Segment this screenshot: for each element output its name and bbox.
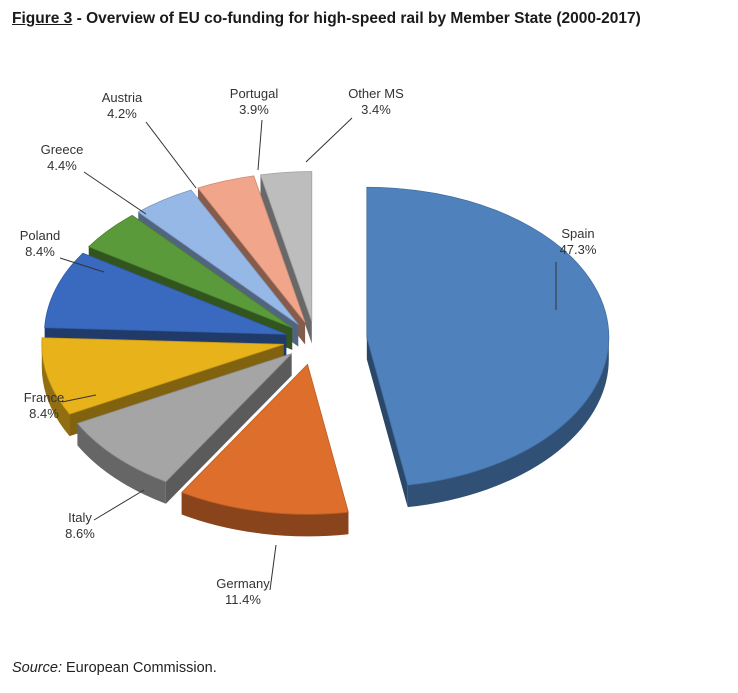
- slice-label-name-greece: Greece: [41, 142, 84, 157]
- data-labels: Spain47.3%Germany11.4%Italy8.6%France8.4…: [20, 86, 597, 607]
- leader-line-italy: [93, 489, 145, 521]
- pie-slice-spain: [366, 186, 610, 486]
- slice-label-value-austria: 4.2%: [107, 106, 137, 121]
- pie-slice-france: [41, 337, 284, 415]
- slice-side-spain: [407, 337, 609, 508]
- slice-side-italy: [77, 423, 166, 504]
- pie-slice-portugal: [197, 175, 306, 323]
- slice-side-france: [41, 344, 70, 437]
- pie-slice-poland: [44, 252, 287, 335]
- slice-label-name-austria: Austria: [102, 90, 143, 105]
- figure-number: Figure 3: [12, 10, 73, 27]
- source-text: European Commission.: [61, 660, 217, 676]
- leader-line-portugal: [257, 119, 263, 171]
- leader-line-austria: [145, 121, 197, 189]
- slice-label-name-france: France: [24, 390, 64, 405]
- leader-line-france: [61, 394, 97, 403]
- slice-label-name-spain: Spain: [561, 226, 594, 241]
- slice-wall-other-ms: [260, 171, 312, 344]
- slice-side-germany: [181, 492, 349, 537]
- pie-slice-other-ms: [259, 171, 313, 322]
- slice-label-value-spain: 47.3%: [560, 242, 597, 257]
- leader-line-germany: [269, 544, 277, 591]
- figure-title-separator: -: [72, 10, 87, 27]
- slice-label-value-portugal: 3.9%: [239, 102, 269, 117]
- slice-label-name-poland: Poland: [20, 228, 60, 243]
- leader-line-other-ms: [305, 117, 353, 163]
- pie-slice-greece: [88, 214, 293, 329]
- slice-label-name-other-ms: Other MS: [348, 86, 404, 101]
- source-note: Source: European Commission.: [12, 660, 217, 676]
- slice-label-value-other-ms: 3.4%: [361, 102, 391, 117]
- figure-title-text: Overview of EU co-funding for high-speed…: [86, 10, 641, 27]
- slice-wall-spain: [366, 187, 408, 508]
- slice-label-value-poland: 8.4%: [25, 244, 55, 259]
- source-label: Source:: [12, 660, 62, 676]
- figure-title: Figure 3 - Overview of EU co-funding for…: [12, 10, 641, 28]
- pie-slice-italy: [76, 353, 292, 483]
- slice-label-value-italy: 8.6%: [65, 526, 95, 541]
- slice-label-value-greece: 4.4%: [47, 158, 77, 173]
- slice-label-name-germany: Germany: [216, 576, 270, 591]
- slice-label-value-france: 8.4%: [29, 406, 59, 421]
- slice-label-name-portugal: Portugal: [230, 86, 279, 101]
- slice-label-value-germany: 11.4%: [225, 592, 261, 607]
- pie-slice-germany: [180, 363, 349, 515]
- slice-label-name-italy: Italy: [68, 510, 92, 525]
- leader-lines: [59, 117, 557, 591]
- pie-slice-tops: [41, 171, 610, 515]
- leader-line-poland: [59, 257, 105, 273]
- pie-slice-austria: [137, 189, 299, 325]
- leader-line-greece: [83, 171, 147, 215]
